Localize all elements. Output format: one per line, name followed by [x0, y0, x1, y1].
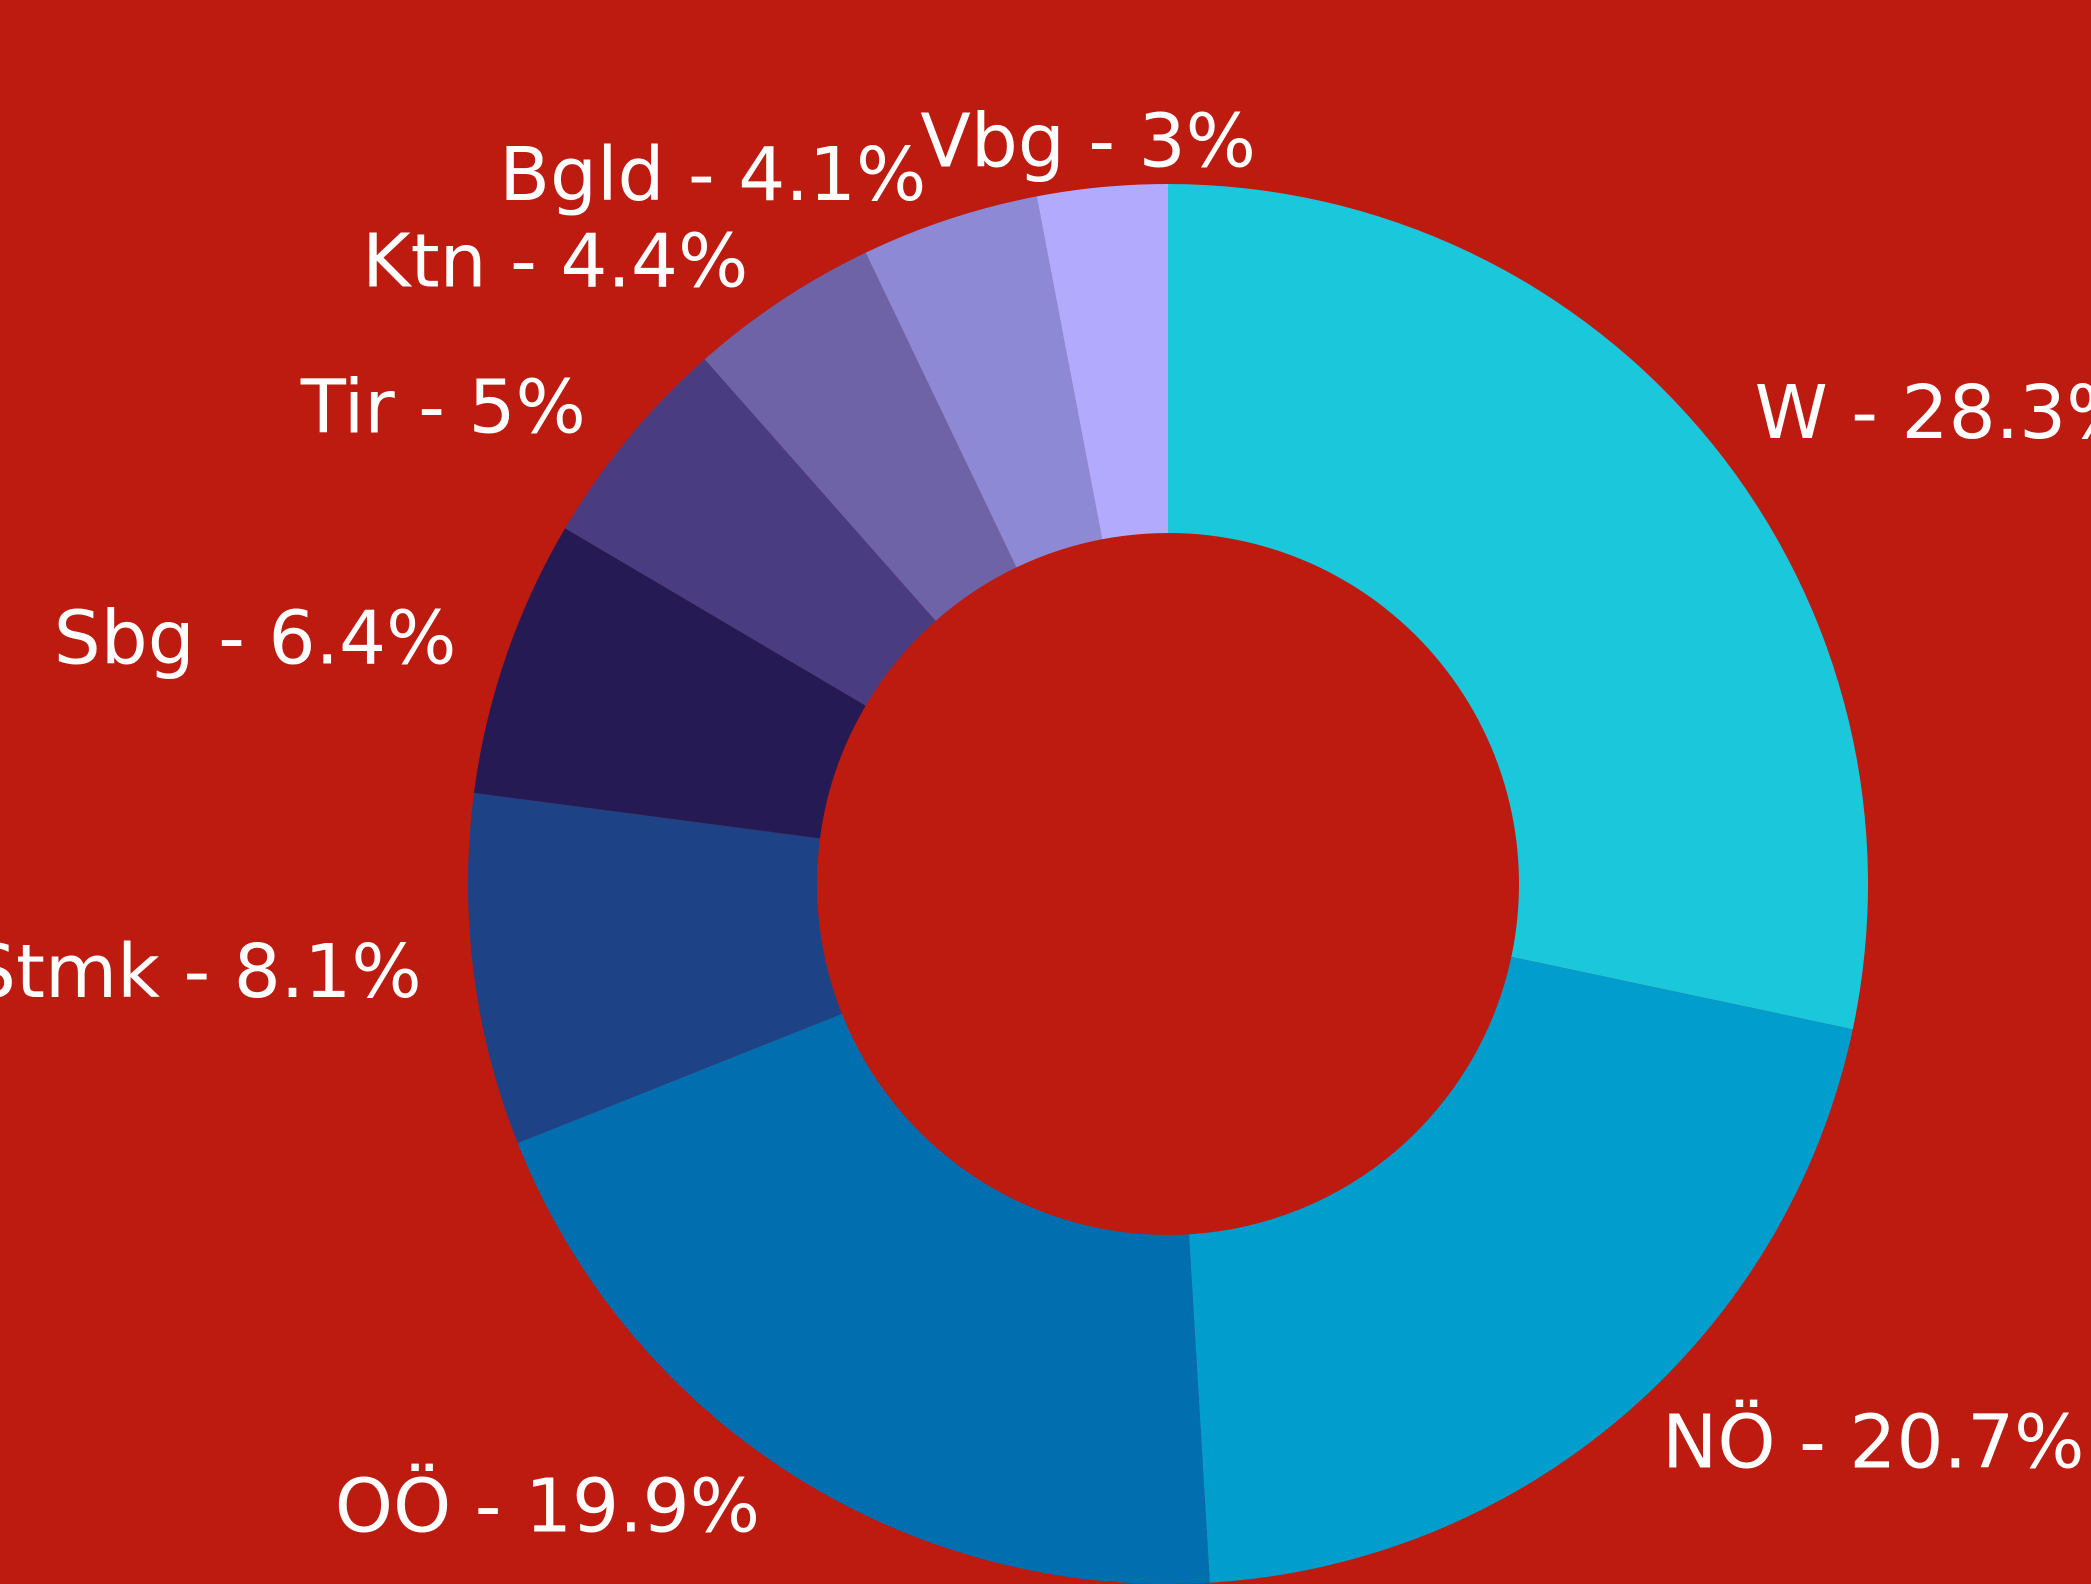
value-label: 5%: [468, 364, 585, 450]
value-label: 8.1%: [234, 928, 422, 1014]
category-label: NÖ: [1662, 1398, 1776, 1485]
label-separator: -: [1828, 369, 1902, 455]
donut-slice: [517, 1013, 1210, 1584]
label-separator: -: [665, 132, 739, 218]
donut-slice: [565, 359, 936, 706]
category-label: Vbg: [920, 98, 1065, 184]
donut-slice: [865, 196, 1103, 568]
label-separator: -: [451, 1463, 525, 1549]
label-separator: -: [487, 218, 561, 304]
slice-label: Ktn - 4.4%: [362, 218, 748, 304]
category-label: Tir: [300, 364, 395, 450]
donut-slice: [1036, 184, 1168, 540]
label-separator: -: [1776, 1399, 1850, 1485]
slice-label: Sbg - 6.4%: [54, 595, 457, 681]
donut-slice: [1168, 184, 1868, 1030]
category-label: W: [1755, 369, 1828, 455]
label-separator: -: [195, 595, 269, 681]
donut-slice: [468, 792, 842, 1143]
label-separator: -: [160, 928, 234, 1014]
label-separator: -: [395, 364, 469, 450]
category-label: OÖ: [335, 1462, 452, 1549]
value-label: 20.7%: [1849, 1399, 2084, 1485]
slice-label: NÖ - 20.7%: [1662, 1398, 2084, 1485]
value-label: 6.4%: [268, 595, 456, 681]
value-label: 28.3%: [1901, 369, 2091, 455]
value-label: 4.4%: [560, 218, 748, 304]
slice-label: Vbg - 3%: [920, 98, 1256, 184]
donut-slice: [1188, 956, 1853, 1583]
value-label: 4.1%: [738, 132, 926, 218]
category-label: Bgld: [499, 132, 664, 218]
slice-label: W - 28.3%: [1755, 369, 2091, 455]
slice-label: Tir - 5%: [300, 364, 586, 450]
slice-label: Bgld - 4.1%: [499, 132, 926, 218]
category-label: Ktn: [362, 218, 486, 304]
slice-label: OÖ - 19.9%: [335, 1462, 760, 1549]
category-label: Stmk: [0, 928, 160, 1014]
donut-slice: [704, 252, 1017, 621]
value-label: 19.9%: [525, 1463, 760, 1549]
label-separator: -: [1065, 98, 1139, 184]
category-label: Sbg: [54, 595, 195, 681]
value-label: 3%: [1139, 98, 1256, 184]
donut-slice: [473, 528, 866, 839]
slice-label: Stmk - 8.1%: [0, 928, 422, 1014]
